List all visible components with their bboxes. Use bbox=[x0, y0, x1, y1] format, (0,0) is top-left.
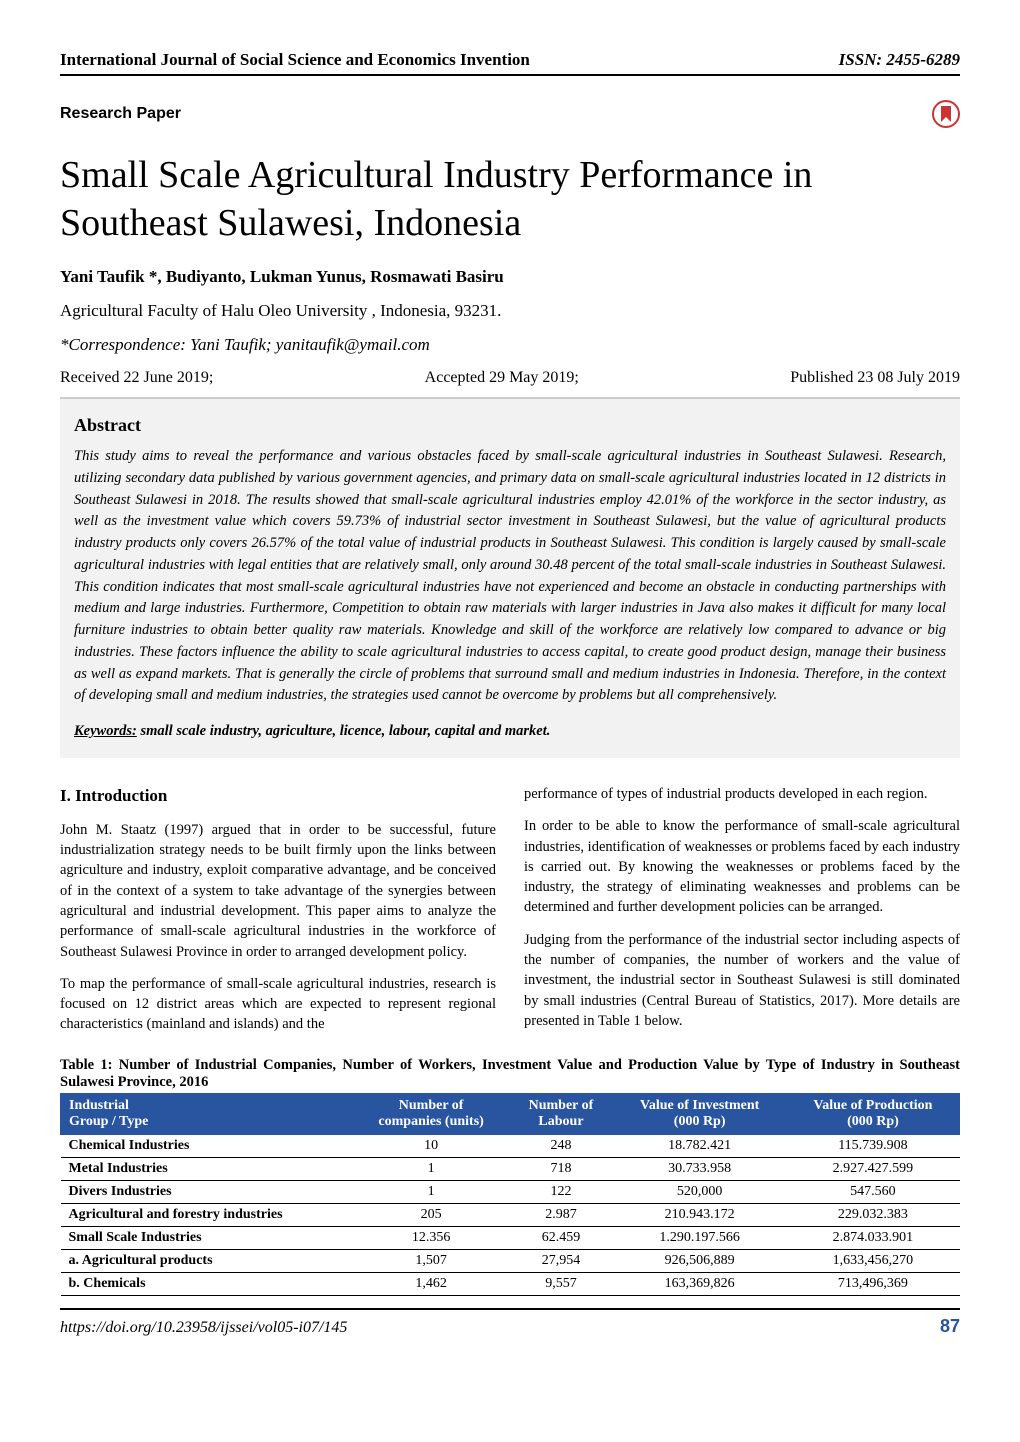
cell-investment: 18.782.421 bbox=[613, 1134, 786, 1157]
cell-companies: 1,462 bbox=[353, 1272, 509, 1295]
row-label: Agricultural and forestry industries bbox=[61, 1203, 354, 1226]
intro-right-p1: performance of types of industrial produ… bbox=[524, 784, 960, 804]
cell-labour: 9,557 bbox=[509, 1272, 613, 1295]
paper-title: Small Scale Agricultural Industry Perfor… bbox=[60, 152, 960, 247]
two-column-body: I. Introduction John M. Staatz (1997) ar… bbox=[60, 784, 960, 1047]
table1-caption: Table 1: Number of Industrial Companies,… bbox=[60, 1057, 960, 1091]
table1-col4: Value of Production(000 Rp) bbox=[786, 1093, 959, 1134]
table1-col3: Value of Investment(000 Rp) bbox=[613, 1093, 786, 1134]
cell-investment: 520,000 bbox=[613, 1180, 786, 1203]
left-column: I. Introduction John M. Staatz (1997) ar… bbox=[60, 784, 496, 1047]
bookmark-icon bbox=[932, 100, 960, 128]
cell-production: 547.560 bbox=[786, 1180, 959, 1203]
date-accepted: Accepted 29 May 2019; bbox=[425, 369, 579, 387]
cell-production: 229.032.383 bbox=[786, 1203, 959, 1226]
issn-label: ISSN: 2455-6289 bbox=[839, 50, 960, 70]
dates-row: Received 22 June 2019; Accepted 29 May 2… bbox=[60, 369, 960, 399]
correspondence-line: *Correspondence: Yani Taufik; yanitaufik… bbox=[60, 335, 960, 355]
cell-production: 2.874.033.901 bbox=[786, 1226, 959, 1249]
cell-investment: 926,506,889 bbox=[613, 1249, 786, 1272]
affiliation-line: Agricultural Faculty of Halu Oleo Univer… bbox=[60, 301, 960, 321]
table-row: Divers Industries1122520,000547.560 bbox=[61, 1180, 960, 1203]
page-number: 87 bbox=[940, 1316, 960, 1337]
authors-line: Yani Taufik *, Budiyanto, Lukman Yunus, … bbox=[60, 267, 960, 287]
table1-col1: Number ofcompanies (units) bbox=[353, 1093, 509, 1134]
table1-col0: IndustrialGroup / Type bbox=[61, 1093, 354, 1134]
cell-production: 2.927.427.599 bbox=[786, 1157, 959, 1180]
table-row: b. Chemicals1,4629,557163,369,826713,496… bbox=[61, 1272, 960, 1295]
keywords-label: Keywords: bbox=[74, 723, 137, 739]
section-heading-intro: I. Introduction bbox=[60, 784, 496, 808]
abstract-body: This study aims to reveal the performanc… bbox=[74, 446, 946, 707]
abstract-heading: Abstract bbox=[74, 415, 946, 436]
doi-link[interactable]: https://doi.org/10.23958/ijssei/vol05-i0… bbox=[60, 1319, 347, 1337]
journal-header: International Journal of Social Science … bbox=[60, 50, 960, 76]
cell-labour: 62.459 bbox=[509, 1226, 613, 1249]
intro-left-p1: John M. Staatz (1997) argued that in ord… bbox=[60, 820, 496, 962]
cell-companies: 205 bbox=[353, 1203, 509, 1226]
footer-row: https://doi.org/10.23958/ijssei/vol05-i0… bbox=[60, 1308, 960, 1337]
cell-production: 1,633,456,270 bbox=[786, 1249, 959, 1272]
row-label: Small Scale Industries bbox=[61, 1226, 354, 1249]
table-row: Small Scale Industries12.35662.4591.290.… bbox=[61, 1226, 960, 1249]
date-received: Received 22 June 2019; bbox=[60, 369, 213, 387]
table1-head: IndustrialGroup / Type Number ofcompanie… bbox=[61, 1093, 960, 1134]
table-row: a. Agricultural products1,50727,954926,5… bbox=[61, 1249, 960, 1272]
cell-labour: 2.987 bbox=[509, 1203, 613, 1226]
cell-investment: 210.943.172 bbox=[613, 1203, 786, 1226]
abstract-box: Abstract This study aims to reveal the p… bbox=[60, 399, 960, 758]
paper-type-row: Research Paper bbox=[60, 100, 960, 128]
row-label: a. Agricultural products bbox=[61, 1249, 354, 1272]
cell-labour: 248 bbox=[509, 1134, 613, 1157]
table-row: Metal Industries171830.733.9582.927.427.… bbox=[61, 1157, 960, 1180]
keywords-text: small scale industry, agriculture, licen… bbox=[137, 723, 551, 739]
keywords-line: Keywords: small scale industry, agricult… bbox=[74, 723, 946, 740]
table1-body: Chemical Industries1024818.782.421115.73… bbox=[61, 1134, 960, 1295]
intro-left-p2: To map the performance of small-scale ag… bbox=[60, 974, 496, 1035]
row-label: Divers Industries bbox=[61, 1180, 354, 1203]
journal-name: International Journal of Social Science … bbox=[60, 50, 530, 70]
cell-investment: 30.733.958 bbox=[613, 1157, 786, 1180]
cell-companies: 1,507 bbox=[353, 1249, 509, 1272]
row-label: b. Chemicals bbox=[61, 1272, 354, 1295]
cell-labour: 718 bbox=[509, 1157, 613, 1180]
intro-right-p2: In order to be able to know the performa… bbox=[524, 816, 960, 917]
cell-labour: 122 bbox=[509, 1180, 613, 1203]
cell-labour: 27,954 bbox=[509, 1249, 613, 1272]
date-published: Published 23 08 July 2019 bbox=[790, 369, 960, 387]
row-label: Chemical Industries bbox=[61, 1134, 354, 1157]
cell-companies: 12.356 bbox=[353, 1226, 509, 1249]
table1-col2: Number ofLabour bbox=[509, 1093, 613, 1134]
right-column: performance of types of industrial produ… bbox=[524, 784, 960, 1047]
table1: IndustrialGroup / Type Number ofcompanie… bbox=[60, 1093, 960, 1296]
table-row: Chemical Industries1024818.782.421115.73… bbox=[61, 1134, 960, 1157]
row-label: Metal Industries bbox=[61, 1157, 354, 1180]
cell-companies: 10 bbox=[353, 1134, 509, 1157]
intro-right-p3: Judging from the performance of the indu… bbox=[524, 930, 960, 1031]
table-row: Agricultural and forestry industries2052… bbox=[61, 1203, 960, 1226]
cell-investment: 1.290.197.566 bbox=[613, 1226, 786, 1249]
cell-production: 713,496,369 bbox=[786, 1272, 959, 1295]
cell-companies: 1 bbox=[353, 1157, 509, 1180]
paper-type-label: Research Paper bbox=[60, 105, 181, 123]
cell-companies: 1 bbox=[353, 1180, 509, 1203]
cell-production: 115.739.908 bbox=[786, 1134, 959, 1157]
cell-investment: 163,369,826 bbox=[613, 1272, 786, 1295]
